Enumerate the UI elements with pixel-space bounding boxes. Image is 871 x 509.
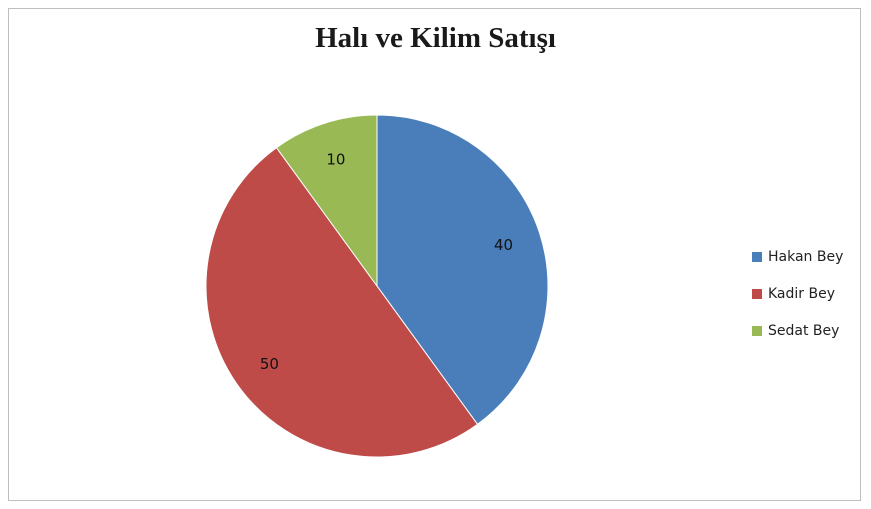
pie-slice-hakan-bey <box>376 114 549 426</box>
legend-item-hakan-bey: Hakan Bey <box>752 238 843 275</box>
pie-slices <box>205 114 549 458</box>
legend-swatch-hakan-bey <box>752 251 762 262</box>
legend-item-kadir-bey: Kadir Bey <box>752 275 843 312</box>
pie-slice-kadir-bey <box>205 146 479 458</box>
legend-swatch-sedat-bey <box>752 325 762 336</box>
legend-label-hakan-bey: Hakan Bey <box>768 248 844 265</box>
legend-swatch-kadir-bey <box>752 288 762 299</box>
legend-label-sedat-bey: Sedat Bey <box>768 322 840 339</box>
legend-item-sedat-bey: Sedat Bey <box>752 312 843 349</box>
data-label-sedat-bey: 10 <box>326 151 345 169</box>
chart-title: Halı ve Kilim Satışı <box>315 22 556 54</box>
legend: Hakan Bey Kadir Bey Sedat Bey <box>752 238 843 349</box>
legend-label-kadir-bey: Kadir Bey <box>768 285 835 302</box>
data-labels: 40 50 10 <box>260 151 513 374</box>
pie-slice-sedat-bey <box>275 114 378 288</box>
data-label-hakan-bey: 40 <box>494 236 513 254</box>
data-label-kadir-bey: 50 <box>260 355 279 373</box>
